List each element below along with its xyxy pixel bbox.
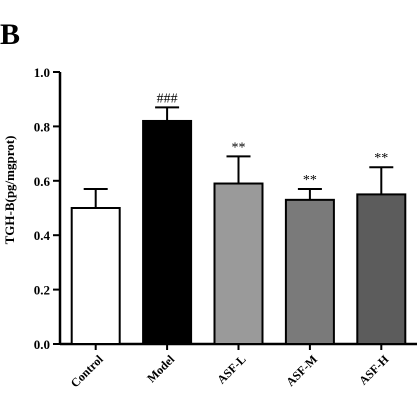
y-tick-label: 0.4: [34, 228, 51, 243]
y-tick-label: 0.6: [34, 174, 51, 189]
bars-group: ### ** ** **: [70, 91, 407, 345]
y-tick-label: 0.2: [34, 283, 50, 298]
x-tick-label: Model: [144, 352, 177, 385]
x-tick-label: ASF-L: [214, 352, 248, 386]
significance-label: ###: [157, 91, 178, 106]
x-tick-label: ASF-M: [283, 352, 320, 389]
y-tick-label: 0.8: [34, 119, 51, 134]
panel-label: B: [0, 18, 20, 51]
bar: [356, 193, 407, 345]
x-tick-label: ASF-H: [356, 352, 392, 388]
bar: [213, 182, 264, 345]
significance-label: **: [374, 151, 388, 166]
y-tick-label: 1.0: [34, 65, 50, 80]
significance-label: **: [303, 173, 317, 188]
y-axis-label: TGH-B(pg/mgprot): [2, 136, 17, 245]
bar: [284, 198, 335, 345]
bar: [70, 207, 121, 345]
y-tick-label: 0.0: [34, 337, 50, 352]
bar: [142, 119, 193, 345]
x-tick-label: Control: [68, 352, 106, 390]
significance-label: **: [232, 140, 246, 155]
